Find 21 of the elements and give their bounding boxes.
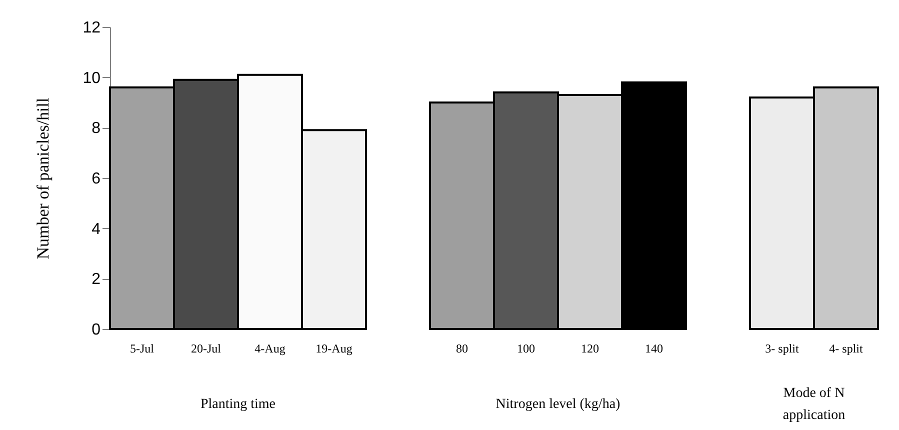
y-axis-title: Number of panicles/hill (34, 98, 53, 260)
x-tick-label: 4- split (829, 342, 864, 356)
y-tick-label: 10 (82, 70, 101, 87)
y-tick-label: 8 (92, 120, 101, 138)
x-tick-label: 120 (581, 342, 599, 356)
text: Mode of N application (782, 385, 846, 425)
y-tick-label: 2 (92, 271, 101, 288)
y-tick-label: 6 (92, 170, 101, 188)
y-tick-label: 0 (92, 322, 101, 338)
x-tick-label: 100 (517, 342, 535, 356)
text: Nitrogen level (kg/ha) (496, 396, 620, 414)
y-tick-label: 12 (82, 20, 101, 36)
x-tick-label: 3- split (765, 342, 800, 356)
x-tick-label: 5-Jul (130, 342, 155, 356)
x-tick-label: 4-Aug (254, 342, 286, 356)
text: Planting time (200, 396, 276, 414)
x-tick-label: 19-Aug (316, 342, 352, 356)
x-tick-label: 140 (645, 342, 663, 356)
x-tick-label: 20-Jul (191, 342, 222, 356)
y-tick-label: 4 (92, 220, 101, 238)
x-tick-label: 80 (456, 342, 468, 356)
